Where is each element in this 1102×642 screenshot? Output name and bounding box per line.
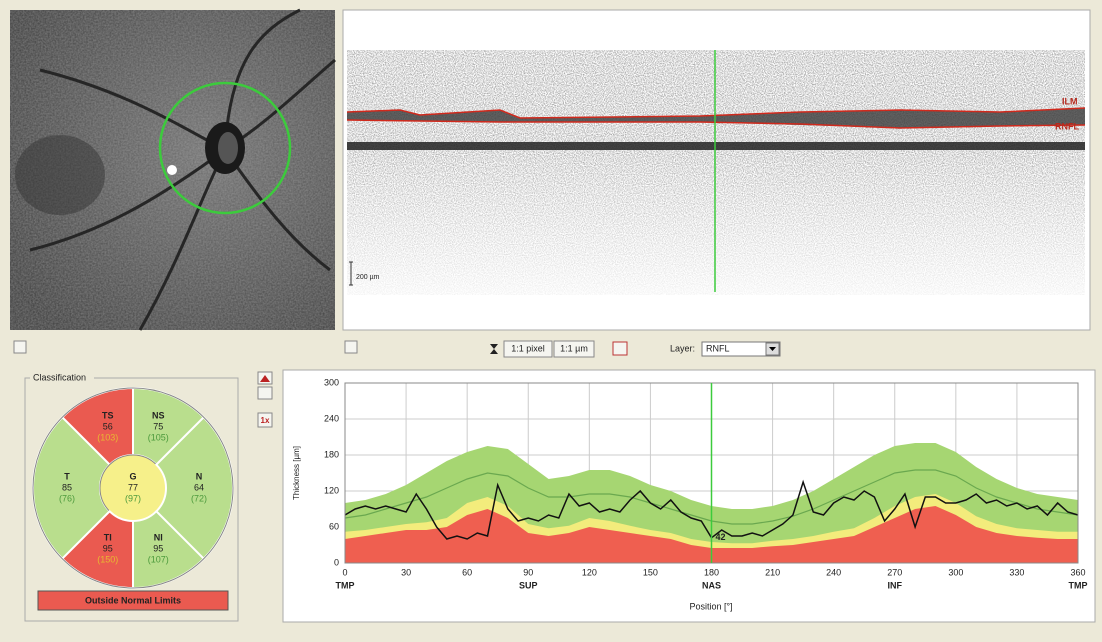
x-tick-label: 240 (826, 567, 841, 577)
small-button[interactable] (14, 341, 26, 353)
x-tick-label: 90 (523, 567, 533, 577)
ilm-label: ILM (1062, 96, 1078, 106)
fundus-image (10, 10, 335, 330)
x-tick-label: 30 (401, 567, 411, 577)
sector-value: 75 (153, 421, 163, 431)
sector-code: NI (154, 532, 163, 542)
sector-value: 77 (128, 482, 138, 492)
y-tick-label: 180 (324, 449, 339, 459)
y-tick-label: 120 (324, 485, 339, 495)
x-tick-label: 270 (887, 567, 902, 577)
x-region-label: INF (888, 580, 903, 590)
sector-reference: (97) (125, 493, 141, 503)
y-axis-label: Thickness [µm] (292, 446, 301, 500)
sector-value: 95 (103, 543, 113, 553)
result-label: Outside Normal Limits (85, 595, 181, 605)
height-icon (490, 344, 498, 354)
sector-reference: (107) (148, 554, 169, 564)
sector-code: G (129, 471, 136, 481)
rnfl-label: RNFL (1055, 121, 1079, 131)
x-tick-label: 360 (1070, 567, 1085, 577)
y-tick-label: 240 (324, 413, 339, 423)
scale-label: 200 µm (356, 274, 380, 281)
oct-window: ILM RNFL 200 µm 1:1 pixel 1:1 µm Layer: … (0, 0, 1102, 642)
x-tick-label: 120 (582, 567, 597, 577)
sector-code: NS (152, 410, 165, 420)
y-tick-label: 0 (334, 557, 339, 567)
x-tick-label: 150 (643, 567, 658, 577)
tool-button[interactable] (613, 342, 627, 355)
x-region-label: NAS (702, 580, 721, 590)
sector-reference: (150) (97, 554, 118, 564)
layer-label: Layer: (670, 343, 695, 353)
zoom-label: 1x (261, 416, 270, 425)
pixel-button-label: 1:1 pixel (511, 343, 545, 353)
x-axis-label: Position [°] (689, 601, 732, 611)
down-button[interactable] (258, 387, 272, 399)
x-tick-label: 210 (765, 567, 780, 577)
sector-code: N (196, 471, 203, 481)
sector-reference: (76) (59, 493, 75, 503)
thickness-chart: 0 60 120 180 240 300 0 30 60 90 120 150 180 210 240 270… (324, 377, 1088, 590)
x-region-label: SUP (519, 580, 538, 590)
x-region-label: TMP (1069, 580, 1088, 590)
x-tick-label: 300 (948, 567, 963, 577)
sector-value: 64 (194, 482, 204, 492)
y-tick-label: 60 (329, 521, 339, 531)
sector-code: TS (102, 410, 114, 420)
x-tick-label: 0 (342, 567, 347, 577)
sector-reference: (105) (148, 432, 169, 442)
layer-value: RNFL (706, 343, 730, 353)
sector-value: 95 (153, 543, 163, 553)
sector-code: TI (104, 532, 112, 542)
x-tick-label: 180 (704, 567, 719, 577)
x-region-label: TMP (336, 580, 355, 590)
sector-value: 85 (62, 482, 72, 492)
sector-value: 56 (103, 421, 113, 431)
x-tick-label: 330 (1009, 567, 1024, 577)
micron-button-label: 1:1 µm (560, 343, 588, 353)
cursor-value: 42 (716, 532, 726, 542)
x-tick-label: 60 (462, 567, 472, 577)
small-button[interactable] (345, 341, 357, 353)
sector-reference: (72) (191, 493, 207, 503)
bscan-image (343, 10, 1090, 330)
sector-reference: (103) (97, 432, 118, 442)
classification-title: Classification (33, 372, 86, 382)
sector-code: T (64, 471, 70, 481)
y-tick-label: 300 (324, 377, 339, 387)
